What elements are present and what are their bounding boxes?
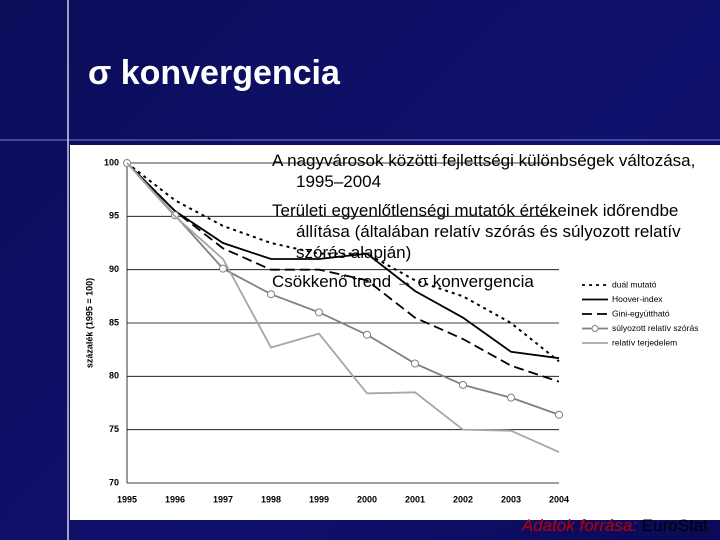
x-tick-label: 2001	[405, 494, 425, 504]
legend-label: duál mutató	[612, 279, 657, 289]
y-tick-label: 70	[109, 477, 119, 487]
legend-label: Gini-együttható	[612, 308, 670, 318]
legend-label: relatív terjedelem	[612, 337, 677, 347]
bullet: A nagyvárosok közötti fejlettségi különb…	[272, 151, 696, 191]
slide-title: σ konvergencia	[88, 54, 341, 92]
y-tick-label: 100	[104, 157, 119, 167]
point-marker	[555, 410, 563, 419]
bullet-list: A nagyvárosok közötti fejlettségi különb…	[272, 150, 712, 300]
series-line	[126, 162, 560, 453]
x-tick-label: 1997	[213, 494, 233, 504]
y-tick-label: 85	[109, 317, 119, 327]
y-tick-label: 75	[109, 424, 119, 434]
point-marker	[411, 359, 419, 368]
x-tick-label: 1995	[117, 494, 137, 504]
series-line	[126, 162, 560, 360]
x-tick-label: 1998	[261, 494, 281, 504]
x-tick-label: 2000	[357, 494, 377, 504]
x-tick-label: 1996	[165, 494, 185, 504]
y-tick-label: 90	[109, 264, 119, 274]
source-label: Adatok forrása:	[521, 516, 638, 535]
legend-label: súlyozott relatív szórás	[612, 323, 698, 333]
series-line	[126, 162, 560, 416]
x-tick-label: 1999	[309, 494, 329, 504]
y-tick-label: 95	[109, 211, 119, 221]
source-name: EuroStat	[641, 516, 708, 535]
bullet: Csökkenő trend → σ konvergencia	[272, 272, 534, 291]
legend-marker	[591, 325, 599, 332]
point-marker	[459, 380, 467, 389]
source: Adatok forrása: EuroStat	[522, 516, 708, 536]
point-marker	[219, 264, 227, 273]
y-tick-label: 80	[109, 371, 119, 381]
point-marker	[267, 290, 275, 299]
x-tick-label: 2003	[501, 494, 521, 504]
x-tick-label: 2004	[549, 494, 569, 504]
bullet: Területi egyenlőtlenségi mutatók értékei…	[272, 201, 681, 262]
point-marker	[363, 330, 371, 339]
legend-label: Hoover-index	[612, 294, 663, 304]
series-line	[126, 162, 560, 363]
x-tick-label: 2002	[453, 494, 473, 504]
series-line	[126, 162, 560, 383]
point-marker	[315, 308, 323, 317]
point-marker	[507, 393, 515, 402]
y-axis-label: százalék (1995 = 100)	[84, 278, 94, 368]
